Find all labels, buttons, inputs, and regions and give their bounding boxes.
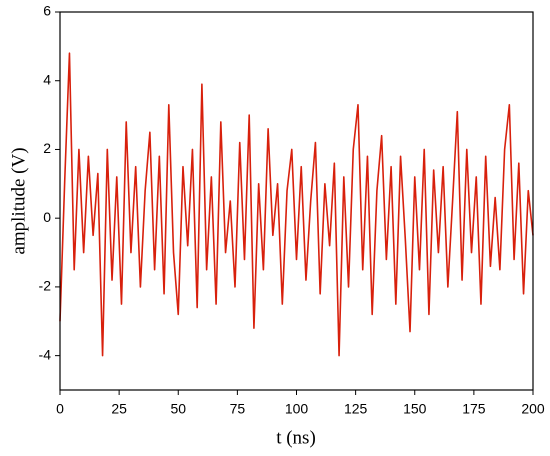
y-tick-label: -2 [39,278,52,294]
x-tick-label: 125 [344,401,368,417]
plot-frame [59,11,534,391]
x-tick-label: 50 [170,401,186,417]
y-tick-label: 4 [43,71,51,87]
y-tick-label: 0 [43,209,51,225]
x-tick-label: 25 [111,401,127,417]
x-tick-label: 175 [462,401,486,417]
data-line [59,52,534,357]
y-tick-label: 2 [43,140,51,156]
y-tick-label: -4 [39,346,52,362]
y-axis-label: amplitude (V) [8,147,29,254]
x-tick-label: 150 [403,401,427,417]
y-tick-label: 6 [43,3,51,19]
x-tick-label: 0 [56,401,64,417]
x-tick-label: 75 [230,401,246,417]
x-tick-label: 100 [285,401,309,417]
x-tick-label: 200 [521,401,545,417]
x-axis-label: t (ns) [276,427,316,448]
